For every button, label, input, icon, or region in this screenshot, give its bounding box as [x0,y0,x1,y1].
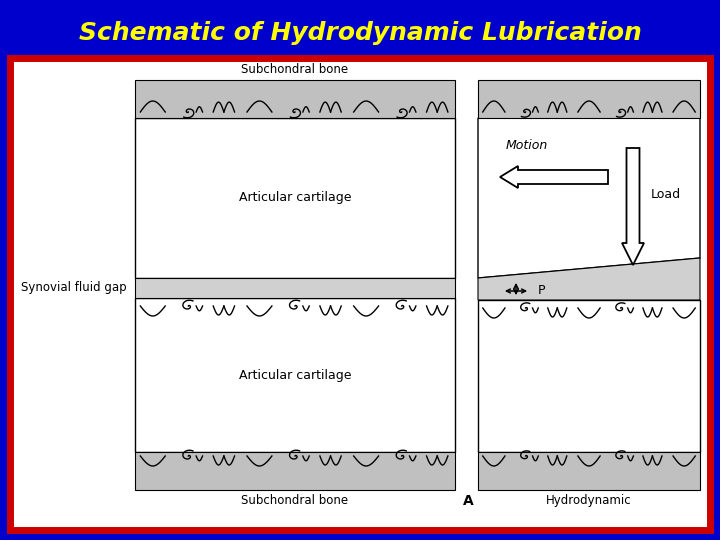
Bar [135,118,455,278]
Text: P: P [538,285,546,298]
Text: Articular cartilage: Articular cartilage [239,368,351,381]
Bar [10,58,710,530]
Text: Subchondral bone: Subchondral bone [241,63,348,76]
Bar [135,80,455,118]
Bar [478,300,700,452]
Text: Load: Load [651,188,681,201]
Bar [478,80,700,118]
Polygon shape [478,258,700,300]
FancyArrow shape [622,148,644,265]
Text: Subchondral bone: Subchondral bone [241,494,348,507]
Polygon shape [478,118,700,278]
Text: Schematic of Hydrodynamic Lubrication: Schematic of Hydrodynamic Lubrication [78,21,642,45]
FancyArrow shape [500,166,608,188]
Text: Hydrodynamic: Hydrodynamic [546,494,632,507]
Bar [478,452,700,490]
Bar [135,298,455,452]
Text: Motion: Motion [506,139,548,152]
Bar [135,452,455,490]
Bar [135,278,455,298]
Text: A: A [463,494,473,508]
Text: Synovial fluid gap: Synovial fluid gap [22,281,127,294]
Text: Articular cartilage: Articular cartilage [239,192,351,205]
